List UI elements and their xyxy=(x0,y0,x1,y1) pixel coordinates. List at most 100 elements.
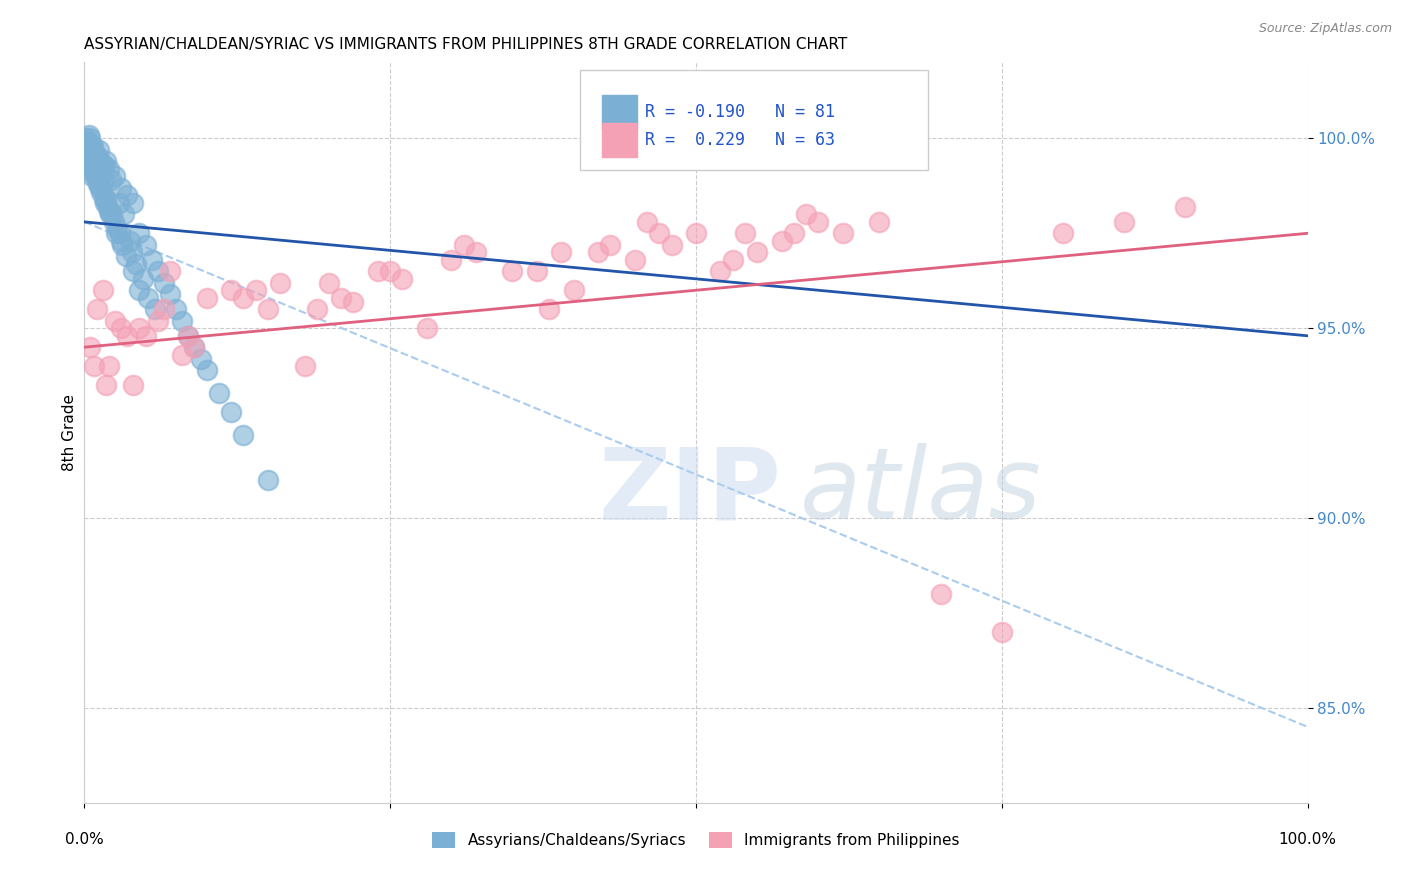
Point xyxy=(86,150,108,164)
Point xyxy=(89,161,111,176)
Point xyxy=(636,215,658,229)
Point xyxy=(1174,200,1197,214)
Point xyxy=(232,291,254,305)
Point xyxy=(146,264,169,278)
Text: 100.0%: 100.0% xyxy=(1278,832,1337,847)
Point xyxy=(77,143,100,157)
Point xyxy=(165,302,187,317)
Point xyxy=(100,173,122,187)
Point xyxy=(183,340,205,354)
Point xyxy=(219,405,242,419)
Point xyxy=(82,150,104,164)
Point xyxy=(294,359,316,374)
Point xyxy=(96,192,118,206)
Point xyxy=(110,180,132,194)
Point xyxy=(87,177,110,191)
Point xyxy=(83,165,105,179)
Point xyxy=(318,276,340,290)
Point xyxy=(380,264,402,278)
Point xyxy=(219,283,242,297)
Point xyxy=(440,252,463,267)
Point xyxy=(77,143,100,157)
Point xyxy=(770,234,793,248)
Point xyxy=(195,363,218,377)
Point xyxy=(128,227,150,241)
Point xyxy=(153,276,176,290)
Point xyxy=(709,264,731,278)
Point xyxy=(661,237,683,252)
Point xyxy=(143,302,166,317)
Point xyxy=(245,283,267,297)
Text: Source: ZipAtlas.com: Source: ZipAtlas.com xyxy=(1258,22,1392,36)
Point xyxy=(80,169,103,184)
Point xyxy=(721,252,744,267)
Point xyxy=(177,328,200,343)
Point xyxy=(90,185,112,199)
Point xyxy=(79,340,101,354)
Point xyxy=(107,195,129,210)
Point xyxy=(110,321,132,335)
Point xyxy=(135,237,157,252)
Point xyxy=(115,249,138,263)
Point xyxy=(104,313,127,327)
Point xyxy=(586,245,609,260)
Point xyxy=(93,192,115,206)
Point xyxy=(121,245,143,260)
Text: R =  0.229   N = 63: R = 0.229 N = 63 xyxy=(644,131,835,149)
Point xyxy=(869,215,891,229)
Point xyxy=(807,215,830,229)
Point xyxy=(108,227,131,241)
Point xyxy=(79,150,101,164)
Point xyxy=(76,135,98,149)
Point xyxy=(136,291,159,305)
Point xyxy=(125,257,148,271)
Point xyxy=(305,302,328,317)
Point xyxy=(104,169,127,184)
Point xyxy=(128,283,150,297)
Point xyxy=(103,215,125,229)
Point xyxy=(101,207,124,221)
Text: 0.0%: 0.0% xyxy=(65,832,104,847)
Point xyxy=(111,237,134,252)
Point xyxy=(77,154,100,169)
Point xyxy=(257,302,280,317)
FancyBboxPatch shape xyxy=(579,70,928,169)
Point xyxy=(97,161,120,176)
Point xyxy=(122,264,145,278)
Point xyxy=(105,222,128,236)
FancyBboxPatch shape xyxy=(602,123,637,157)
Point xyxy=(141,252,163,267)
Point xyxy=(783,227,806,241)
Point xyxy=(132,272,155,286)
Point xyxy=(624,252,647,267)
Point xyxy=(159,287,181,301)
Point xyxy=(1114,215,1136,229)
Point xyxy=(97,359,120,374)
Point xyxy=(84,169,107,184)
Point xyxy=(416,321,439,335)
Point xyxy=(464,245,486,260)
Point xyxy=(550,245,572,260)
Point xyxy=(79,131,101,145)
Point xyxy=(79,139,101,153)
Point xyxy=(97,203,120,218)
Point xyxy=(159,264,181,278)
Point xyxy=(177,328,200,343)
Text: atlas: atlas xyxy=(800,443,1042,541)
Point xyxy=(794,207,817,221)
Point xyxy=(734,227,756,241)
Point xyxy=(929,587,952,601)
Point xyxy=(87,177,110,191)
Point xyxy=(257,473,280,487)
Point xyxy=(83,146,105,161)
Point xyxy=(96,154,118,169)
Point xyxy=(183,340,205,354)
Point xyxy=(172,348,194,362)
Point xyxy=(77,135,100,149)
Point xyxy=(94,195,117,210)
Point xyxy=(77,146,100,161)
Point xyxy=(91,283,114,297)
Point xyxy=(685,227,707,241)
FancyBboxPatch shape xyxy=(602,95,637,129)
Point xyxy=(122,195,145,210)
